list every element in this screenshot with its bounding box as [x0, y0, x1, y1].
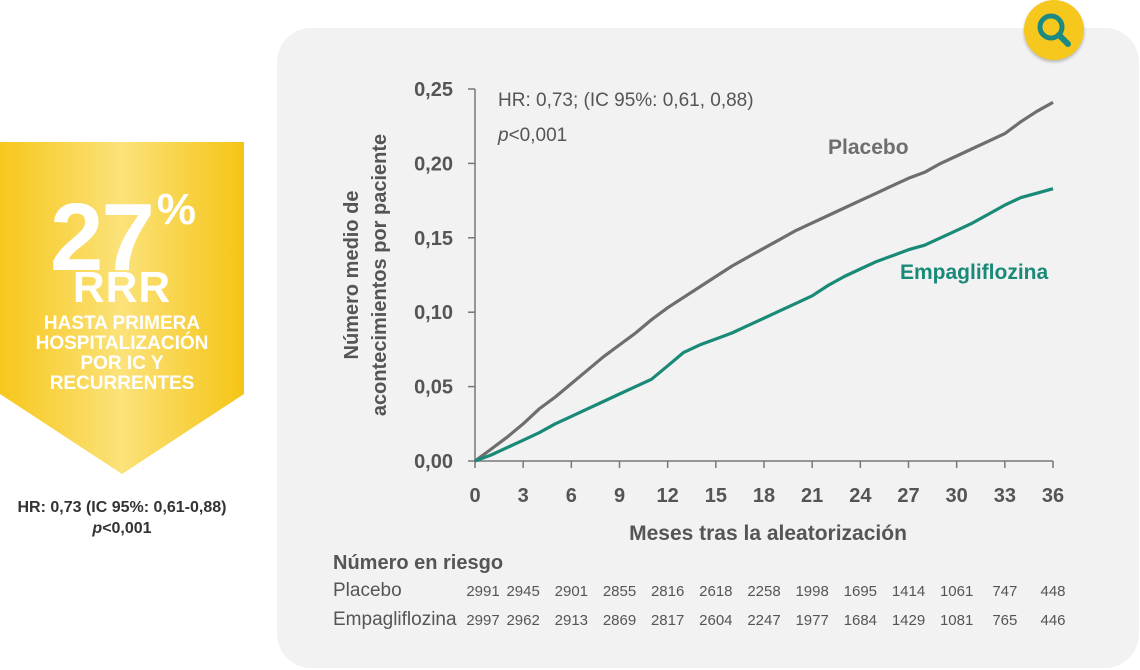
chart-lines [474, 100, 1054, 463]
magnifier-icon [1037, 13, 1071, 47]
risk-cell: 2869 [602, 612, 637, 629]
risk-cell: 1977 [795, 612, 829, 629]
badge-p-value: <0,001 [102, 520, 152, 537]
series-line-empagliflozina [474, 187, 1054, 463]
x-tick-label: 12 [657, 485, 679, 507]
chart-axes: 0 3 6 9 12 15 18 21 24 27 30 33 360,000,050,100,150,… [414, 79, 1064, 507]
y-axis-label-line: Número medio de [341, 191, 363, 360]
x-tick-label: 33 [994, 485, 1016, 507]
zoom-button[interactable] [1024, 0, 1084, 60]
risk-cell: 2991 [466, 583, 500, 600]
badge-shape [0, 142, 244, 474]
x-tick-label: 24 [849, 485, 872, 507]
risk-cell: 1081 [939, 612, 974, 629]
p-value-text: <0,001 [509, 125, 568, 146]
y-tick-label: 0,05 [414, 377, 453, 399]
y-tick-label: 0,15 [414, 228, 453, 250]
badge-hr-line: HR: 0,73 (IC 95%: 0,61-0,88) [17, 499, 227, 516]
risk-cell: 2855 [602, 583, 637, 600]
rrr-subtitle-line: HASTA PRIMERA [43, 313, 201, 334]
y-tick-label: 0,20 [414, 153, 453, 175]
risk-row-label: Placebo [333, 580, 402, 601]
x-tick-label: 36 [1042, 485, 1064, 507]
x-tick-label: 15 [705, 485, 727, 507]
badge-p-line: p<0,001 [0, 518, 244, 539]
rrr-subtitle-line: HOSPITALIZACIÓN [35, 333, 209, 354]
y-tick-label: 0,00 [414, 451, 453, 473]
y-axis-label: Número medio de acontecimientos por pacie… [341, 134, 391, 416]
rrr-label: RRR [72, 263, 172, 312]
risk-cell: 2901 [554, 583, 589, 600]
badge-hazard-ratio: HR: 0,73 (IC 95%: 0,61-0,88) p<0,001 [0, 497, 244, 539]
risk-cell: 2258 [747, 583, 781, 600]
series-label-empagliflozina: Empagliflozina [900, 261, 1049, 284]
risk-cell: 1061 [939, 583, 974, 600]
x-tick-label: 6 [566, 485, 577, 507]
risk-cell: 446 [1040, 612, 1066, 629]
x-tick-label: 9 [614, 485, 625, 507]
chart-labels: Meses tras la aleatorización Número medio… [341, 90, 1049, 545]
risk-cell: 1414 [891, 583, 926, 600]
rrr-badge: 27% RRR HASTA PRIMERA HOSPITALIZACIÓN PO… [0, 142, 244, 474]
rrr-subtitle: HASTA PRIMERA HOSPITALIZACIÓN POR IC Y R… [14, 314, 230, 394]
rrr-subtitle-line: RECURRENTES [49, 373, 195, 394]
y-axis-label-line: acontecimientos por paciente [369, 134, 391, 416]
risk-cell: 765 [992, 612, 1018, 629]
risk-cell: 747 [992, 583, 1018, 600]
risk-cell: 448 [1040, 583, 1066, 600]
percent-symbol: % [156, 185, 196, 234]
risk-cell: 2247 [747, 612, 781, 629]
risk-cell: 1695 [843, 583, 878, 600]
risk-table-title: Número en riesgo [333, 552, 504, 574]
x-tick-label: 3 [518, 485, 529, 507]
y-tick-label: 0,25 [414, 79, 453, 101]
rrr-subtitle-line: POR IC Y [80, 353, 164, 374]
p-value-annotation: p<0,001 [497, 125, 567, 146]
x-tick-label: 27 [897, 485, 919, 507]
series-label-placebo: Placebo [828, 136, 909, 159]
x-tick-label: 21 [801, 485, 823, 507]
risk-cell: 2817 [650, 612, 685, 629]
series-line-placebo [474, 100, 1054, 463]
badge-p-italic: p [92, 520, 103, 537]
risk-cell: 2945 [506, 583, 540, 600]
x-tick-label: 18 [753, 485, 775, 507]
chart-panel [277, 28, 1139, 668]
hazard-ratio-annotation: HR: 0,73; (IC 95%: 0,61, 0,88) [498, 90, 754, 111]
risk-cell: 1998 [795, 583, 829, 600]
x-tick-label: 30 [946, 485, 968, 507]
risk-cell: 1684 [843, 612, 878, 629]
risk-cell: 2816 [650, 583, 685, 600]
y-tick-label: 0,10 [414, 302, 453, 324]
rrr-percent: 27% [50, 184, 196, 291]
risk-cell: 2962 [506, 612, 540, 629]
risk-cell: 2913 [554, 612, 589, 629]
p-italic: p [497, 125, 509, 146]
risk-row-label: Empagliflozina [333, 609, 457, 630]
x-tick-label: 0 [469, 485, 480, 507]
x-axis-label: Meses tras la aleatorización [629, 522, 907, 545]
risk-cell: 1429 [891, 612, 926, 629]
risk-cell: 2618 [699, 583, 733, 600]
risk-cell: 2604 [699, 612, 733, 629]
risk-cell: 2997 [466, 612, 500, 629]
